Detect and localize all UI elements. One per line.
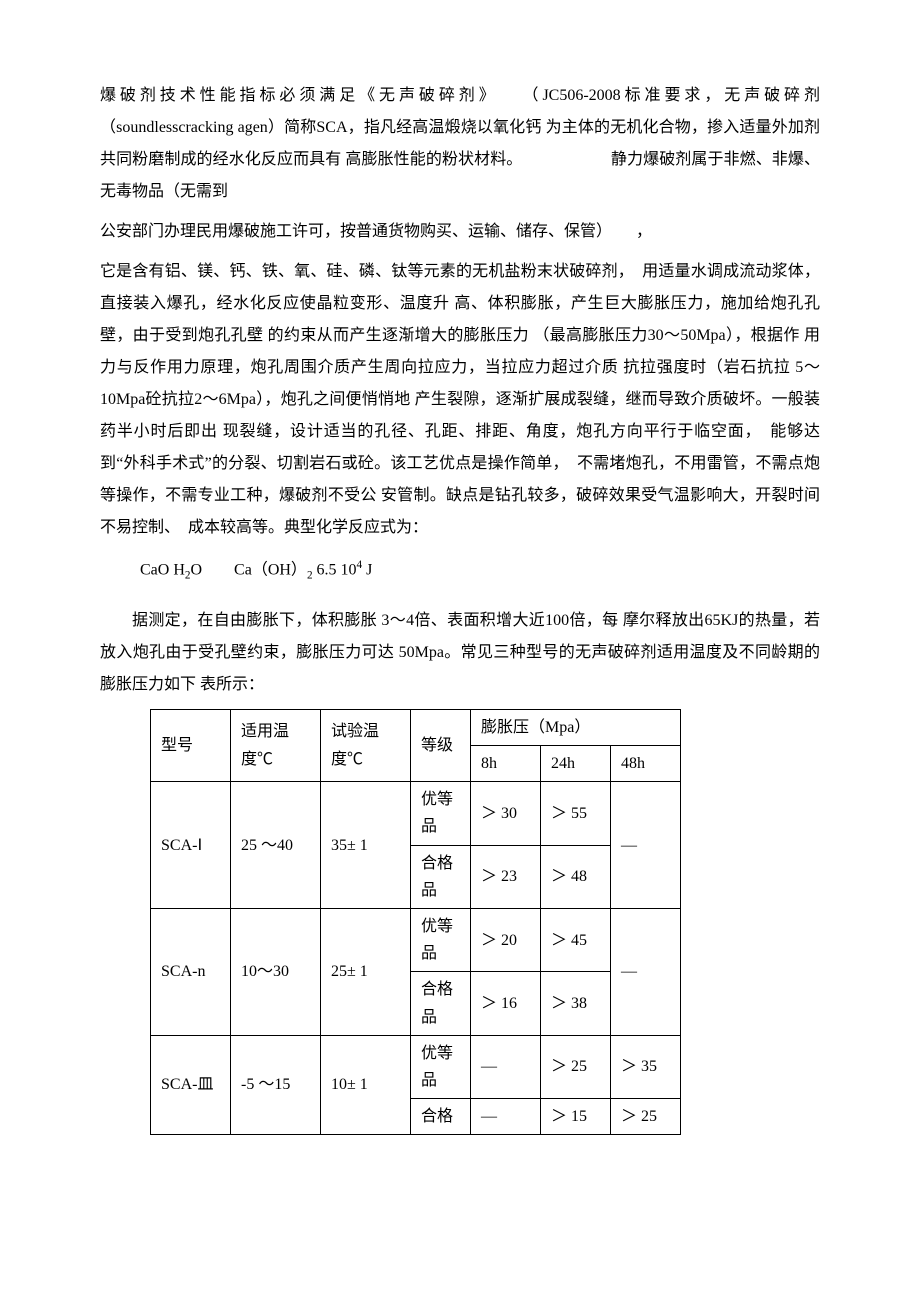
th-24h: 24h	[541, 746, 611, 782]
paragraph-1a: 爆破剂技术性能指标必须满足《无声破碎剂》 （JC506-2008标准要求，无声破…	[100, 80, 820, 208]
cell-24h: ＞ 38	[541, 972, 611, 1035]
th-model: 型号	[151, 709, 231, 781]
cell-24h: ＞ 55	[541, 782, 611, 845]
cell-model: SCA-Ⅰ	[151, 782, 231, 909]
cell-test: 10± 1	[321, 1035, 411, 1135]
cell-grade: 优等品	[411, 1035, 471, 1098]
cell-grade: 合格品	[411, 845, 471, 908]
cell-24h: ＞ 15	[541, 1099, 611, 1135]
cell-model: SCA-n	[151, 909, 231, 1036]
cell-48h: —	[611, 782, 681, 909]
cell-model: SCA-皿	[151, 1035, 231, 1135]
formula-rhs2: J	[362, 561, 372, 578]
cell-8h: —	[471, 1099, 541, 1135]
th-temp: 适用温 度℃	[231, 709, 321, 781]
th-8h: 8h	[471, 746, 541, 782]
cell-8h: —	[471, 1035, 541, 1098]
th-grade: 等级	[411, 709, 471, 781]
cell-grade: 优等品	[411, 909, 471, 972]
cell-grade: 合格品	[411, 972, 471, 1035]
formula-lhs1: CaO H	[140, 561, 185, 578]
paragraph-2: 据测定，在自由膨胀下，体积膨胀 3～4倍、表面积增大近100倍，每 摩尔释放出6…	[100, 605, 820, 701]
table-row: SCA-Ⅰ 25 ～40 35± 1 优等品 ＞ 30 ＞ 55 —	[151, 782, 681, 845]
cell-48h: ＞ 35	[611, 1035, 681, 1098]
cell-temp: -5 ～15	[231, 1035, 321, 1135]
cell-test: 25± 1	[321, 909, 411, 1036]
cell-8h: ＞ 16	[471, 972, 541, 1035]
formula-rhs1: 6.5 10	[313, 561, 357, 578]
th-pressure: 膨胀压（Mpa）	[471, 709, 681, 745]
cell-8h: ＞ 20	[471, 909, 541, 972]
cell-48h: —	[611, 909, 681, 1036]
chemical-formula: CaO H2O Ca（OH）2 6.5 104 J	[100, 554, 820, 587]
cell-grade: 合格	[411, 1099, 471, 1135]
cell-grade: 优等品	[411, 782, 471, 845]
paragraph-1c: 它是含有铝、镁、钙、铁、氧、硅、磷、钛等元素的无机盐粉末状破碎剂， 用适量水调成…	[100, 256, 820, 544]
cell-24h: ＞ 25	[541, 1035, 611, 1098]
formula-lhs2: O Ca（OH）	[190, 561, 306, 578]
paragraph-1b: 公安部门办理民用爆破施工许可，按普通货物购买、运输、储存、保管） ，	[100, 216, 820, 248]
th-48h: 48h	[611, 746, 681, 782]
cell-test: 35± 1	[321, 782, 411, 909]
table-row: SCA-n 10～30 25± 1 优等品 ＞ 20 ＞ 45 —	[151, 909, 681, 972]
cell-24h: ＞ 48	[541, 845, 611, 908]
table-row: SCA-皿 -5 ～15 10± 1 优等品 — ＞ 25 ＞ 35	[151, 1035, 681, 1098]
sca-properties-table: 型号 适用温 度℃ 试验温 度℃ 等级 膨胀压（Mpa） 8h 24h 48h …	[150, 709, 681, 1135]
cell-48h: ＞ 25	[611, 1099, 681, 1135]
table-header-row-1: 型号 适用温 度℃ 试验温 度℃ 等级 膨胀压（Mpa）	[151, 709, 681, 745]
th-test: 试验温 度℃	[321, 709, 411, 781]
cell-temp: 25 ～40	[231, 782, 321, 909]
cell-8h: ＞ 30	[471, 782, 541, 845]
cell-8h: ＞ 23	[471, 845, 541, 908]
cell-24h: ＞ 45	[541, 909, 611, 972]
cell-temp: 10～30	[231, 909, 321, 1036]
